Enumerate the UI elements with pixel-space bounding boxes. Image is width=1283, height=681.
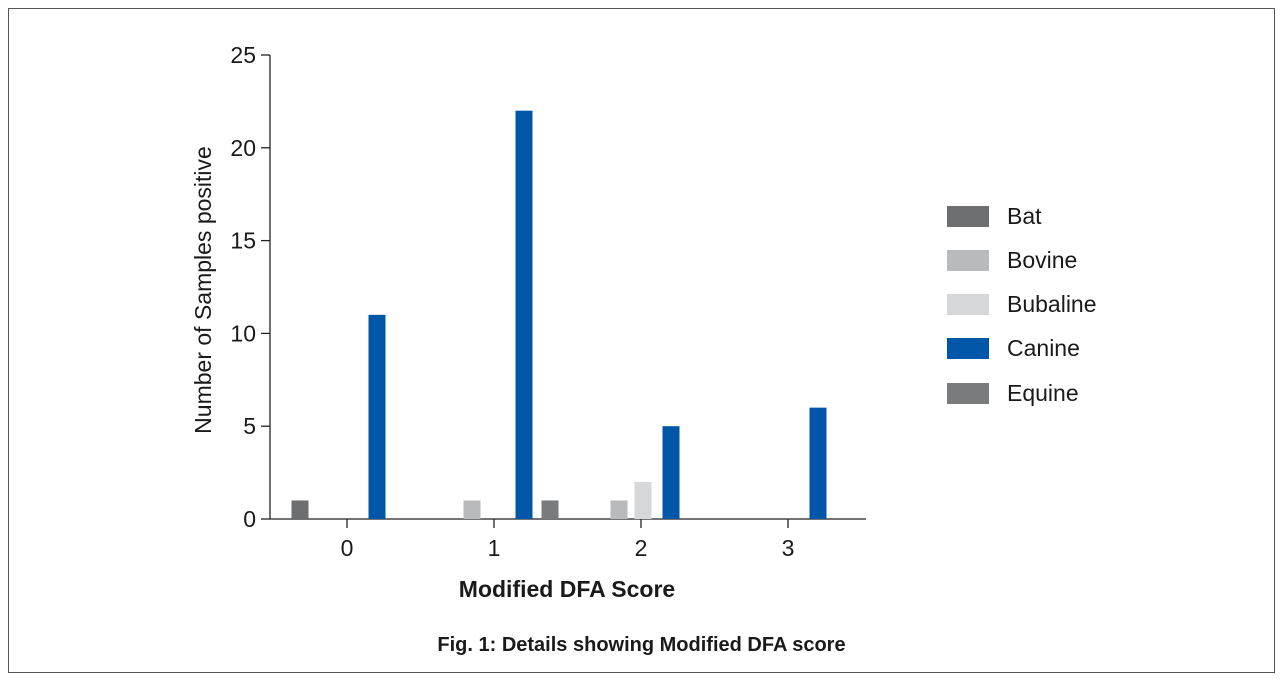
- legend-item-equine: Equine: [947, 378, 1097, 408]
- figure-frame: [8, 8, 1275, 673]
- y-tick-label: 0: [243, 506, 256, 532]
- bar-canine-1: [515, 110, 533, 520]
- bars: [291, 110, 827, 520]
- legend-item-canine: Canine: [947, 334, 1097, 364]
- y-tick-label: 25: [230, 42, 256, 68]
- y-tick-label: 20: [230, 135, 256, 161]
- y-axis: 0 5 10 15 20 25: [230, 42, 271, 532]
- legend-item-bubaline: Bubaline: [947, 290, 1097, 320]
- legend-item-bovine: Bovine: [947, 245, 1097, 275]
- x-tick-label: 0: [341, 535, 354, 561]
- legend-swatch: [947, 294, 989, 316]
- x-tick-label: 2: [635, 535, 648, 561]
- bar-canine-3: [809, 407, 827, 519]
- legend-label: Bat: [1007, 202, 1042, 229]
- x-tick-label: 3: [782, 535, 795, 561]
- y-axis-title: Number of Samples positive: [190, 146, 216, 434]
- bar-bubaline-2: [634, 481, 652, 519]
- legend-swatch: [947, 249, 989, 271]
- legend-label: Bubaline: [1007, 291, 1097, 318]
- bar-canine-0: [368, 314, 386, 519]
- legend-swatch: [947, 382, 989, 404]
- legend: Bat Bovine Bubaline Canine Equine: [947, 201, 1097, 422]
- bar-bovine-1: [463, 500, 481, 519]
- legend-swatch: [947, 338, 989, 360]
- legend-swatch: [947, 205, 989, 227]
- legend-label: Equine: [1007, 379, 1079, 406]
- figure-caption: Fig. 1: Details showing Modified DFA sco…: [437, 634, 846, 656]
- y-tick-label: 15: [230, 228, 256, 254]
- x-axis-title: Modified DFA Score: [459, 576, 675, 602]
- bar-canine-2: [662, 426, 680, 519]
- y-tick-label: 10: [230, 320, 256, 346]
- x-tick-label: 1: [488, 535, 501, 561]
- bar-equine-1: [541, 500, 559, 519]
- bar-bovine-2: [610, 500, 628, 519]
- y-tick-label: 5: [243, 413, 256, 439]
- bar-bat-0: [291, 500, 309, 519]
- x-axis: 0 1 2 3: [270, 518, 866, 561]
- legend-label: Canine: [1007, 335, 1080, 362]
- legend-label: Bovine: [1007, 246, 1078, 273]
- legend-item-bat: Bat: [947, 201, 1097, 231]
